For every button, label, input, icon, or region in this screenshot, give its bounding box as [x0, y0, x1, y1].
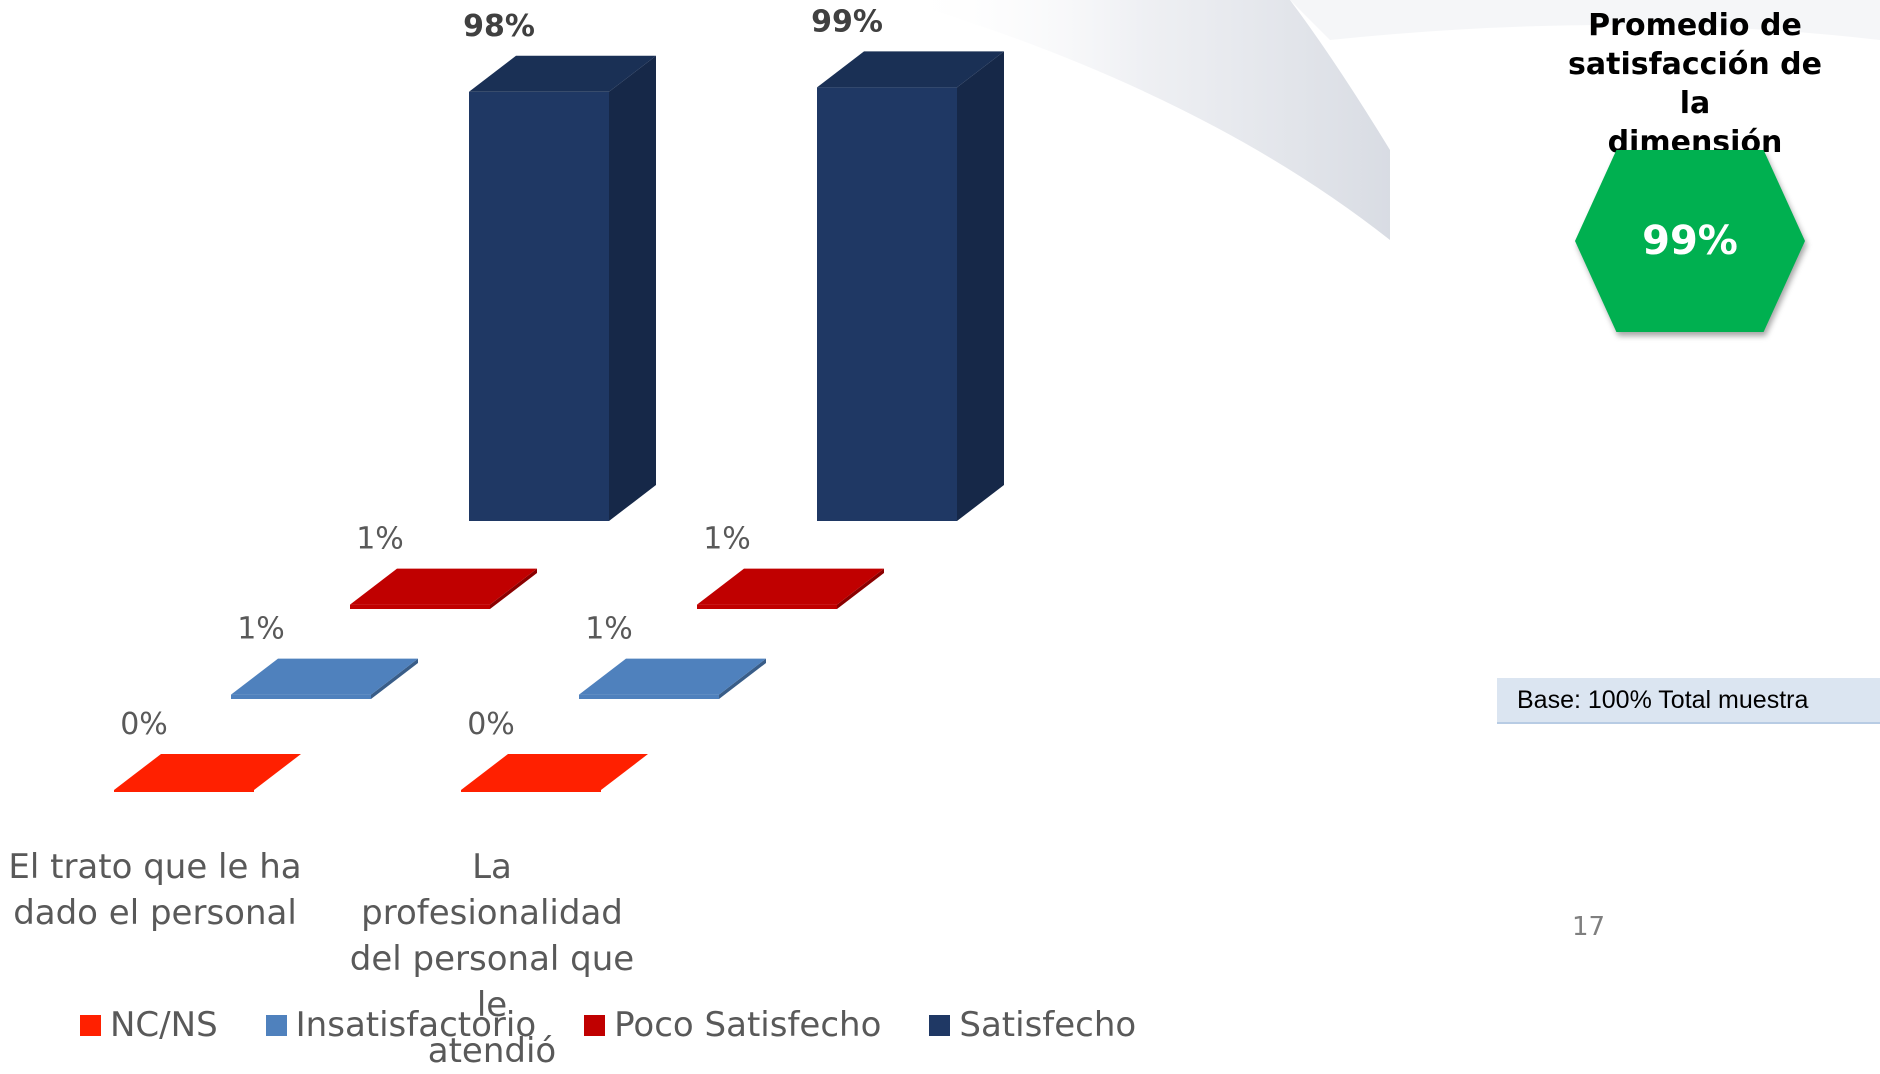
- page-number: 17: [1572, 912, 1606, 942]
- base-note-box: Base: 100% Total muestra: [1497, 678, 1880, 724]
- bar-front: [817, 87, 957, 521]
- bar-side: [719, 658, 766, 699]
- data-label: 0%: [120, 707, 168, 742]
- bar-top: [350, 568, 537, 605]
- data-label: 1%: [585, 612, 633, 647]
- legend-item-poco-satisfecho: Poco Satisfecho: [584, 1005, 881, 1045]
- legend-swatch: [80, 1014, 101, 1036]
- average-satisfaction-title: Promedio de satisfacción de la dimensión: [1568, 8, 1822, 160]
- data-label: 0%: [467, 707, 515, 742]
- data-label: 99%: [811, 4, 883, 39]
- bar-insatisfactorio-1: [579, 658, 766, 699]
- data-label: 98%: [463, 9, 535, 44]
- chart-legend: NC/NS Insatisfactorio Poco Satisfecho Sa…: [80, 1005, 1184, 1045]
- bar-front: [697, 604, 837, 609]
- bar-top: [231, 658, 418, 695]
- background-swoosh: [900, 0, 1880, 240]
- data-label: 1%: [703, 522, 751, 557]
- hexagon-shape: 99%: [1575, 150, 1805, 332]
- data-label: 1%: [237, 612, 285, 647]
- bar-side: [490, 568, 537, 609]
- bar-front: [231, 694, 371, 699]
- legend-label: Satisfecho: [959, 1005, 1137, 1045]
- bar-satisfecho-0: [469, 55, 656, 521]
- legend-label: Poco Satisfecho: [614, 1005, 882, 1045]
- bar-chart: 98% 99% 1% 1% 1% 1% 0% 0%: [114, 4, 1004, 792]
- bar-front: [469, 91, 609, 521]
- bar-top: [461, 754, 648, 790]
- bar-poco-satisfecho-1: [697, 568, 884, 609]
- average-hexagon: 99%: [1575, 150, 1805, 332]
- legend-item-insatisfactorio: Insatisfactorio: [265, 1005, 537, 1045]
- bar-side: [371, 658, 418, 699]
- legend-label: NC/NS: [110, 1005, 218, 1045]
- category-label: La profesionalidad del personal que le a…: [349, 847, 635, 1071]
- bar-top: [697, 568, 884, 605]
- bar-top: [817, 51, 1004, 88]
- base-note: Base: 100% Total muestra: [1517, 686, 1809, 714]
- bar-nc-ns-0: [114, 754, 301, 792]
- bar-top: [579, 658, 766, 695]
- data-label: 1%: [356, 522, 404, 557]
- legend-item-satisfecho: Satisfecho: [929, 1005, 1136, 1045]
- bar-insatisfactorio-0: [231, 658, 418, 699]
- bar-top: [469, 55, 656, 92]
- legend-swatch: [929, 1014, 951, 1036]
- average-satisfaction-value: 99%: [1642, 218, 1738, 264]
- bar-front: [350, 604, 490, 609]
- bar-nc-ns-1: [461, 754, 648, 792]
- legend-swatch: [265, 1014, 287, 1036]
- category-label: El trato que le ha dado el personal: [8, 847, 302, 933]
- bar-side: [609, 55, 656, 521]
- bar-satisfecho-1: [817, 51, 1004, 521]
- bar-side: [957, 51, 1004, 521]
- bar-poco-satisfecho-0: [350, 568, 537, 609]
- legend-swatch: [584, 1014, 606, 1036]
- legend-item-nc-ns: NC/NS: [80, 1005, 218, 1045]
- bar-front: [461, 790, 601, 792]
- bar-front: [579, 694, 719, 699]
- legend-label: Insatisfactorio: [295, 1005, 537, 1045]
- bar-top: [114, 754, 301, 790]
- bar-side: [837, 568, 884, 609]
- bar-front: [114, 790, 254, 792]
